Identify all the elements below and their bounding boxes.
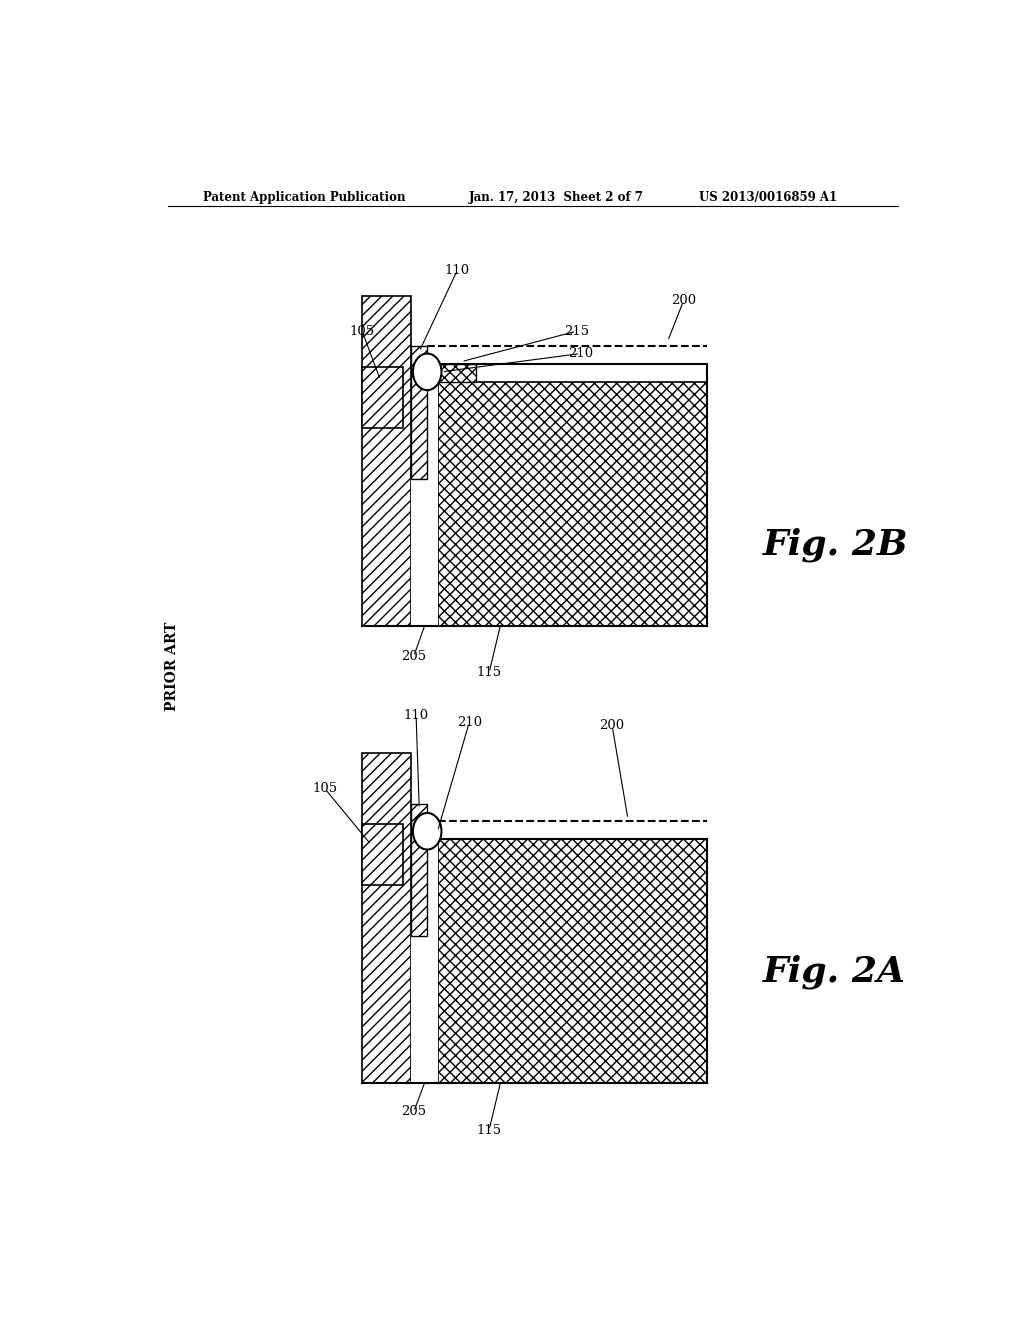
- Bar: [412, 804, 427, 936]
- Text: 105: 105: [312, 781, 337, 795]
- Text: 210: 210: [457, 715, 482, 729]
- Bar: [412, 346, 427, 479]
- Text: Fig. 2A: Fig. 2A: [763, 954, 906, 989]
- Text: Fig. 2B: Fig. 2B: [763, 528, 908, 562]
- Text: 115: 115: [476, 1123, 502, 1137]
- Text: 115: 115: [476, 667, 502, 680]
- Bar: [412, 381, 437, 626]
- Text: 110: 110: [403, 709, 429, 722]
- Text: 200: 200: [671, 294, 696, 308]
- Bar: [362, 367, 403, 428]
- Text: Jan. 17, 2013  Sheet 2 of 7: Jan. 17, 2013 Sheet 2 of 7: [469, 191, 644, 203]
- Bar: [437, 364, 475, 381]
- Text: 200: 200: [599, 719, 625, 733]
- Text: 210: 210: [567, 347, 593, 360]
- Bar: [362, 296, 412, 626]
- Text: 110: 110: [444, 264, 470, 277]
- Text: 205: 205: [401, 1105, 426, 1118]
- Bar: [437, 381, 708, 626]
- Bar: [362, 824, 403, 886]
- Text: US 2013/0016859 A1: US 2013/0016859 A1: [699, 191, 838, 203]
- Text: 105: 105: [349, 325, 375, 338]
- Text: Patent Application Publication: Patent Application Publication: [204, 191, 406, 203]
- Circle shape: [413, 354, 441, 391]
- Text: PRIOR ART: PRIOR ART: [165, 622, 178, 711]
- Bar: [412, 840, 437, 1084]
- Text: 215: 215: [564, 325, 589, 338]
- Bar: [437, 840, 708, 1084]
- Circle shape: [413, 813, 441, 850]
- Text: 205: 205: [401, 649, 426, 663]
- Bar: [362, 752, 412, 1084]
